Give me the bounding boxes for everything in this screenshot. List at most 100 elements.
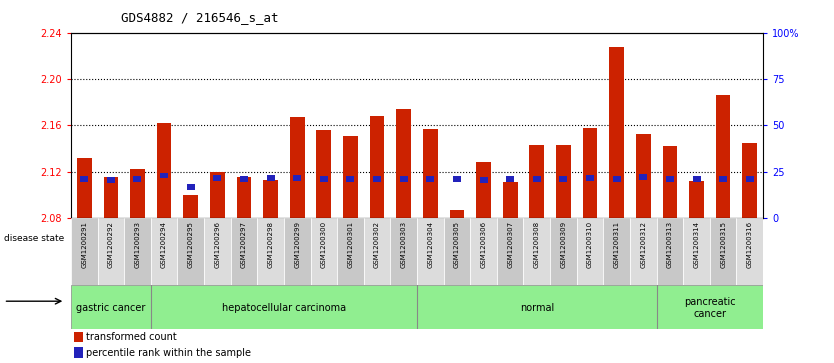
Bar bbox=[603, 218, 630, 285]
Bar bbox=[746, 176, 754, 182]
Bar bbox=[130, 169, 145, 218]
Text: GSM1200295: GSM1200295 bbox=[188, 221, 193, 268]
Bar bbox=[613, 176, 620, 182]
Bar bbox=[586, 175, 594, 181]
Text: GSM1200312: GSM1200312 bbox=[641, 221, 646, 268]
Bar bbox=[662, 146, 677, 218]
Bar bbox=[231, 218, 257, 285]
Text: GSM1200305: GSM1200305 bbox=[454, 221, 460, 268]
Text: GSM1200313: GSM1200313 bbox=[667, 221, 673, 268]
Bar bbox=[742, 143, 757, 218]
Bar bbox=[630, 218, 656, 285]
Bar bbox=[716, 95, 731, 218]
Bar bbox=[240, 176, 248, 182]
Bar bbox=[610, 46, 624, 218]
Text: GSM1200309: GSM1200309 bbox=[560, 221, 566, 268]
Text: GSM1200293: GSM1200293 bbox=[134, 221, 140, 268]
Bar bbox=[560, 176, 567, 182]
Text: GSM1200301: GSM1200301 bbox=[348, 221, 354, 268]
Bar bbox=[346, 176, 354, 182]
Bar bbox=[364, 218, 390, 285]
Text: GSM1200304: GSM1200304 bbox=[427, 221, 434, 268]
Bar bbox=[214, 175, 221, 181]
Text: gastric cancer: gastric cancer bbox=[76, 303, 145, 313]
Bar bbox=[736, 218, 763, 285]
Text: GSM1200307: GSM1200307 bbox=[507, 221, 513, 268]
Bar bbox=[294, 175, 301, 181]
Text: GSM1200292: GSM1200292 bbox=[108, 221, 113, 268]
Text: GSM1200308: GSM1200308 bbox=[534, 221, 540, 268]
Bar bbox=[124, 218, 151, 285]
Bar bbox=[337, 218, 364, 285]
Bar bbox=[692, 176, 701, 182]
Text: GSM1200311: GSM1200311 bbox=[614, 221, 620, 268]
Bar bbox=[636, 135, 651, 218]
Bar bbox=[237, 177, 251, 218]
Text: GDS4882 / 216546_s_at: GDS4882 / 216546_s_at bbox=[121, 11, 279, 24]
Bar bbox=[666, 176, 674, 182]
Bar bbox=[640, 174, 647, 180]
Bar bbox=[267, 175, 274, 181]
Bar bbox=[476, 162, 491, 218]
Bar bbox=[390, 218, 417, 285]
Bar bbox=[107, 177, 115, 183]
Bar bbox=[689, 181, 704, 218]
Text: GSM1200306: GSM1200306 bbox=[480, 221, 486, 268]
Bar bbox=[133, 176, 142, 182]
Bar bbox=[178, 218, 204, 285]
Text: GSM1200300: GSM1200300 bbox=[321, 221, 327, 268]
Bar bbox=[74, 347, 83, 358]
Bar bbox=[310, 218, 337, 285]
Text: GSM1200314: GSM1200314 bbox=[694, 221, 700, 268]
Text: GSM1200303: GSM1200303 bbox=[400, 221, 407, 268]
Bar bbox=[157, 123, 172, 218]
Bar bbox=[453, 176, 461, 182]
Bar bbox=[103, 177, 118, 218]
Bar bbox=[71, 218, 98, 285]
Bar bbox=[264, 180, 278, 218]
Text: GSM1200316: GSM1200316 bbox=[746, 221, 753, 268]
Bar bbox=[450, 210, 465, 218]
Text: GSM1200291: GSM1200291 bbox=[81, 221, 88, 268]
Bar bbox=[183, 195, 198, 218]
Text: pancreatic
cancer: pancreatic cancer bbox=[684, 297, 736, 319]
Bar bbox=[210, 172, 224, 218]
Text: GSM1200296: GSM1200296 bbox=[214, 221, 220, 268]
Text: percentile rank within the sample: percentile rank within the sample bbox=[87, 348, 252, 358]
Bar bbox=[556, 145, 570, 218]
Text: normal: normal bbox=[520, 303, 554, 313]
Text: transformed count: transformed count bbox=[87, 332, 177, 342]
Bar bbox=[284, 218, 310, 285]
Text: GSM1200302: GSM1200302 bbox=[374, 221, 380, 268]
Bar bbox=[719, 176, 727, 182]
Bar bbox=[290, 117, 304, 218]
Bar bbox=[506, 176, 515, 182]
Bar bbox=[470, 218, 497, 285]
Bar bbox=[497, 218, 524, 285]
Bar bbox=[417, 218, 444, 285]
Bar bbox=[503, 182, 518, 218]
Bar bbox=[444, 218, 470, 285]
Text: hepatocellular carcinoma: hepatocellular carcinoma bbox=[222, 303, 346, 313]
Text: GSM1200298: GSM1200298 bbox=[268, 221, 274, 268]
Bar bbox=[373, 176, 381, 182]
Text: GSM1200297: GSM1200297 bbox=[241, 221, 247, 268]
Text: GSM1200294: GSM1200294 bbox=[161, 221, 167, 268]
Bar bbox=[204, 218, 231, 285]
Bar bbox=[257, 218, 284, 285]
Bar bbox=[396, 109, 411, 218]
Bar bbox=[319, 176, 328, 182]
Bar bbox=[533, 176, 540, 182]
Bar bbox=[423, 129, 438, 218]
Bar bbox=[343, 136, 358, 218]
Bar bbox=[187, 184, 194, 190]
Bar bbox=[98, 218, 124, 285]
Bar bbox=[480, 177, 488, 183]
Bar bbox=[530, 145, 544, 218]
Bar bbox=[77, 158, 92, 218]
Bar bbox=[426, 176, 435, 182]
Bar bbox=[583, 127, 597, 218]
Bar bbox=[577, 218, 603, 285]
Bar bbox=[151, 218, 178, 285]
Text: GSM1200299: GSM1200299 bbox=[294, 221, 300, 268]
